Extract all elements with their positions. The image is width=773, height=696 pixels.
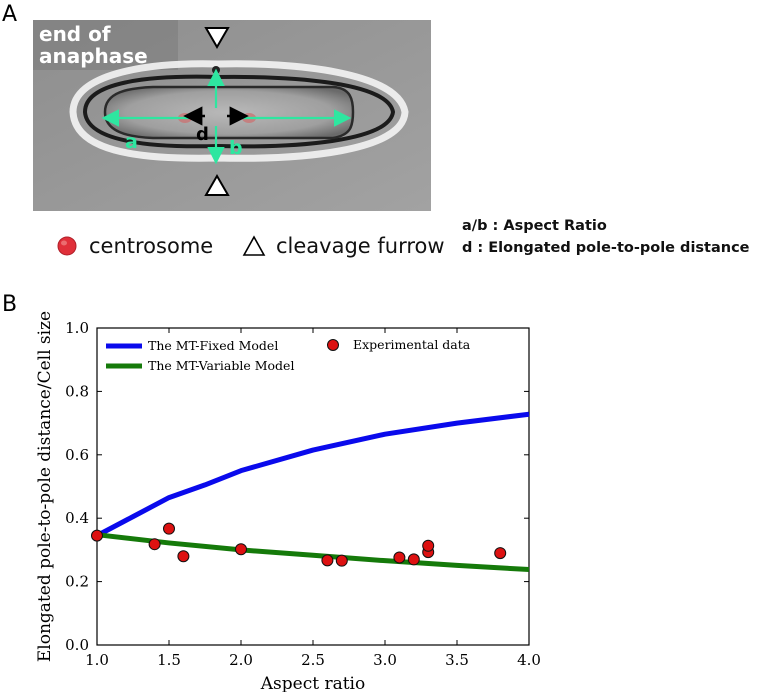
- y-tick-label: 0.6: [65, 446, 89, 464]
- series-line-0: [95, 411, 530, 538]
- triangle-icon: [242, 235, 266, 256]
- chart-svg: 1.0 1.5 2.0 2.5 3.0 3.5 4.0 0.0 0.2 0.4 0.6 0.8 1.0 A…: [35, 311, 541, 694]
- centrosome-icon: [57, 236, 77, 256]
- data-point: [321, 554, 334, 567]
- cell-halo: [69, 60, 409, 162]
- x-tick-label: 2.0: [229, 651, 253, 669]
- legend-label-0: The MT-Fixed Model: [148, 338, 278, 353]
- legend-cleavage-furrow-label: cleavage furrow: [276, 234, 445, 258]
- definition-distance: d : Elongated pole-to-pole distance: [462, 240, 750, 256]
- chart-container: 1.0 1.5 2.0 2.5 3.0 3.5 4.0 0.0 0.2 0.4 0.6 0.8 1.0 A…: [0, 300, 773, 694]
- x-tick-label: 3.0: [373, 651, 397, 669]
- data-point: [393, 551, 406, 564]
- definition-aspect-ratio: a/b : Aspect Ratio: [462, 218, 607, 234]
- measure-label-d: d: [196, 124, 209, 145]
- measure-label-a: a: [125, 131, 138, 153]
- plot-frame: [96, 327, 530, 646]
- x-tick-label: 1.0: [85, 651, 109, 669]
- data-point: [422, 539, 435, 552]
- legend-centrosome: centrosome: [55, 234, 213, 258]
- data-point: [407, 553, 420, 566]
- legend-label-1: The MT-Variable Model: [148, 358, 294, 373]
- y-tick-label: 0.2: [65, 573, 89, 591]
- data-point: [494, 547, 507, 560]
- panel-a-label: A: [2, 2, 18, 27]
- data-point: [235, 543, 247, 556]
- furrow-marker-bottom: [204, 174, 230, 196]
- y-axis-label: Elongated pole-to-pole distance/Cell siz…: [35, 311, 55, 662]
- x-tick-label: 1.5: [157, 651, 181, 669]
- legend-centrosome-label: centrosome: [89, 234, 214, 258]
- y-tick-label: 1.0: [65, 319, 89, 337]
- y-tick-label: 0.8: [65, 382, 89, 400]
- data-point: [148, 538, 161, 551]
- y-tick-label: 0.0: [65, 636, 89, 654]
- cell-body: [103, 85, 355, 140]
- x-tick-label: 3.5: [445, 651, 469, 669]
- data-point: [163, 522, 175, 535]
- y-tick-label: 0.4: [65, 509, 89, 527]
- data-point: [335, 554, 348, 567]
- cell-outline: [82, 74, 396, 149]
- legend-swatch-2: [327, 339, 339, 351]
- furrow-marker-top: [204, 27, 230, 49]
- x-tick-label: 4.0: [517, 651, 541, 669]
- x-axis-label: Aspect ratio: [260, 674, 365, 692]
- measure-label-b: b: [229, 137, 243, 159]
- data-point: [177, 550, 190, 563]
- data-point: [91, 529, 103, 542]
- series-line-1: [96, 532, 530, 573]
- stage-label-line1: end of: [39, 22, 111, 46]
- stage-label-line2: anaphase: [39, 44, 148, 68]
- panel-b-label: B: [2, 292, 18, 317]
- legend-label-2: Experimental data: [353, 337, 471, 352]
- x-tick-label: 2.5: [301, 651, 325, 669]
- cell-micrograph: end of anaphase a d b: [33, 20, 431, 211]
- legend-cleavage-furrow: cleavage furrow: [242, 234, 445, 258]
